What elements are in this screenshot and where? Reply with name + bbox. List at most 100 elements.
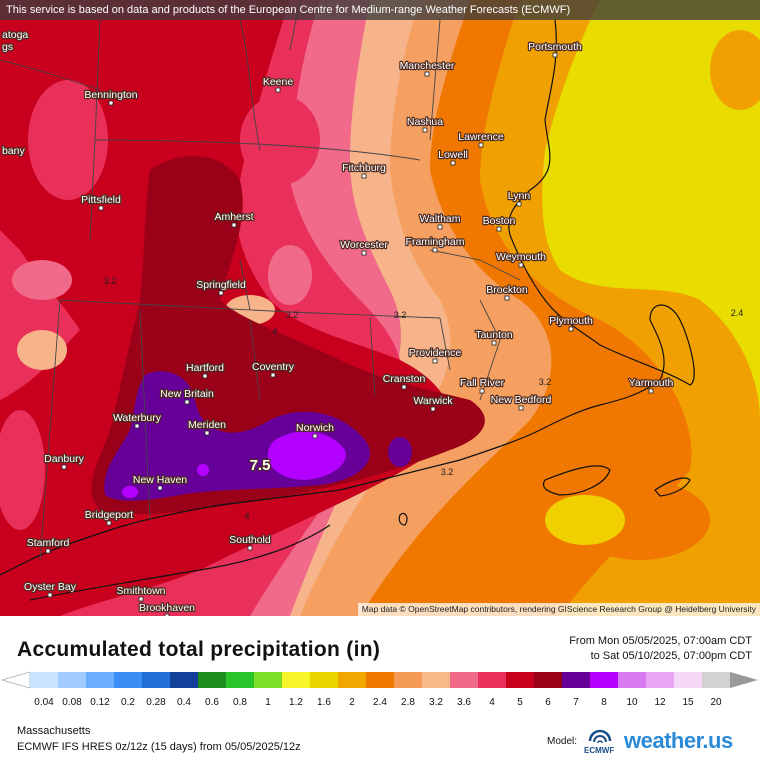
colorbar-swatch [422,672,451,688]
precip-patch [388,437,412,467]
colorbar-swatch [618,672,647,688]
brand-logo[interactable]: weather.us [624,728,733,753]
city-marker [504,295,510,301]
city-label: Bridgeport [85,509,134,521]
city-label: Waterbury [113,412,162,424]
colorbar-swatch [534,672,563,688]
ecmwf-logo-icon [588,729,612,744]
city-label: Bennington [84,89,137,101]
city-marker [518,405,524,411]
colorbar-swatch [282,672,311,688]
precip-patch [0,410,45,530]
city-label: Waltham [419,213,460,225]
city-marker [247,545,253,551]
city-label: Coventry [252,361,295,373]
edge-city-label: atoga [2,29,28,41]
colorbar-tick-label: 0.04 [34,697,54,708]
city-marker [134,423,140,429]
colorbar-tick-label: 3.6 [457,697,471,708]
city-marker [432,358,438,364]
city-label: Lawrence [458,131,504,143]
contour-label: 4 [244,511,249,521]
city-marker [361,250,367,256]
colorbar-tick-label: 15 [682,697,694,708]
contour-label: 3.2 [104,276,117,286]
colorbar [0,671,758,689]
region-name: Massachusetts [17,725,91,737]
colorbar-tick-label: 5 [517,697,523,708]
precip-patch [710,30,760,110]
precipitation-map: 3.2 3.2 3.2 2.4 4 3.2 3.2 4 Portsmouth Mancheste… [0,0,760,616]
city-marker [98,205,104,211]
colorbar-swatch [226,672,255,688]
city-label: Keene [263,76,294,88]
city-label: Norwich [296,422,334,434]
city-label: Weymouth [496,251,546,263]
colorbar-tick-label: 0.08 [62,697,82,708]
city-label: Lowell [438,149,468,161]
colorbar-tick-label: 8 [601,697,607,708]
city-marker [432,247,438,253]
colorbar-swatch [450,672,479,688]
colorbar-tick-label: 1 [265,697,271,708]
colorbar-swatch [674,672,703,688]
city-marker [164,613,170,616]
city-marker [204,430,210,436]
period-to: to Sat 05/10/2025, 07:00pm CDT [590,650,752,662]
colorbar-swatch [366,672,395,688]
edge-city-label: bany [2,145,26,157]
city-label: Plymouth [549,315,593,327]
city-marker [424,71,430,77]
colorbar-swatch [170,672,199,688]
colorbar-swatch [310,672,339,688]
colorbar-tick-label: 0.8 [233,697,247,708]
city-label: Oyster Bay [24,581,77,593]
city-marker [106,520,112,526]
precip-patch [268,245,312,305]
colorbar-tick-label: 3.2 [429,697,443,708]
forecast-period: From Mon 05/05/2025, 07:00am CDT to Sat … [569,634,752,664]
colorbar-min-arrow [0,671,31,689]
precip-patch [197,464,209,476]
colorbar-swatch [58,672,87,688]
colorbar-tick-label: 12 [654,697,666,708]
city-label: Brookhaven [139,602,195,614]
colorbar-swatch [198,672,227,688]
colorbar-tick-label: 0.6 [205,697,219,708]
period-from: From Mon 05/05/2025, 07:00am CDT [569,635,752,647]
city-marker [516,201,522,207]
contour-label: 3.2 [539,377,552,387]
colorbar-labels: 0.04 0.08 0.12 0.2 0.28 0.4 0.6 0.8 1 1.2 1.6 2 2.4 2… [0,697,760,711]
colorbar-max-arrow [730,672,758,688]
city-marker [231,222,237,228]
colorbar-tick-label: 0.12 [90,697,110,708]
city-marker [157,485,163,491]
colorbar-tick-label: 7 [573,697,579,708]
colorbar-swatch [590,672,619,688]
model-info: ECMWF IFS HRES 0z/12z (15 days) from 05/… [17,741,301,753]
city-marker [479,388,485,394]
precip-patch [122,486,138,498]
city-marker [202,373,208,379]
city-marker [218,290,224,296]
city-label: Stamford [27,537,70,549]
max-precip-label: 7.5 [250,457,271,474]
city-marker [47,592,53,598]
city-label: Smithtown [116,585,165,597]
city-marker [184,399,190,405]
city-label: New Bedford [491,394,552,406]
contour-label: 3.2 [286,310,299,320]
city-label: Worcester [340,239,388,251]
model-label: Model: [547,736,578,747]
city-label: Fitchburg [342,162,386,174]
city-marker [478,142,484,148]
colorbar-tick-label: 2.4 [373,697,387,708]
city-marker [45,548,51,554]
contour-labels: 3.2 3.2 3.2 2.4 4 3.2 3.2 4 [104,276,744,521]
colorbar-tick-label: 0.2 [121,697,135,708]
colorbar-swatch [702,672,731,688]
colorbar-swatch [86,672,115,688]
colorbar-tick-label: 6 [545,697,551,708]
city-label: Amherst [214,211,253,223]
